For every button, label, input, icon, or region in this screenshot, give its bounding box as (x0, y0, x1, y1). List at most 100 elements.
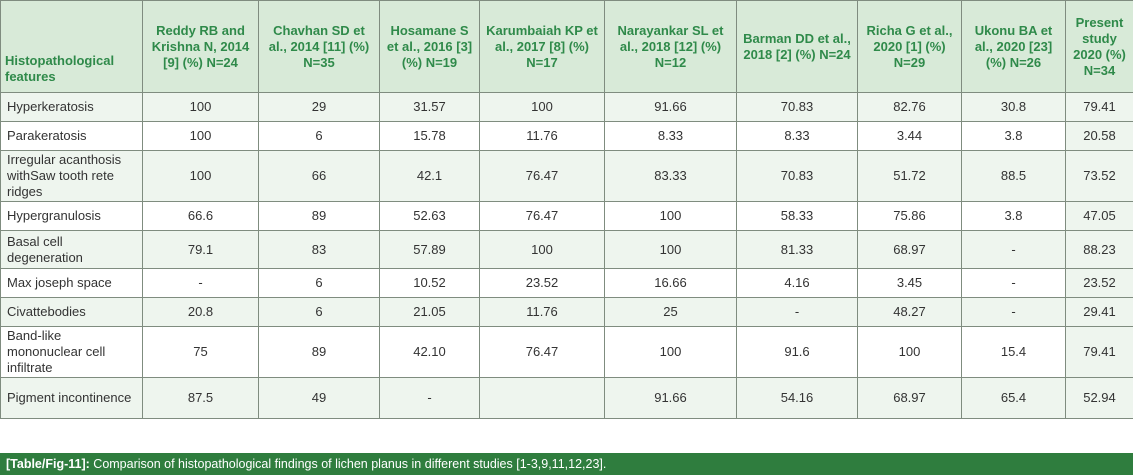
value-cell: 70.83 (736, 150, 858, 202)
value-cell: 100 (142, 121, 259, 151)
value-cell: - (736, 297, 858, 327)
value-cell: 82.76 (857, 92, 962, 122)
table-row: Parakeratosis 100 6 15.78 11.76 8.33 8.33 3.44 3… (0, 121, 1133, 151)
value-cell: 49 (258, 377, 380, 419)
value-cell: 6 (258, 268, 380, 298)
value-cell: 51.72 (857, 150, 962, 202)
value-cell: 16.66 (604, 268, 737, 298)
table-row: Irregular acanthosis withSaw tooth rete … (0, 150, 1133, 202)
column-header: Hosamane S et al., 2016 [3] (%) N=19 (379, 0, 480, 93)
value-cell: 79.41 (1065, 92, 1133, 122)
value-cell: 8.33 (604, 121, 737, 151)
value-cell: 31.57 (379, 92, 480, 122)
value-cell: 76.47 (479, 201, 605, 231)
value-cell: 100 (604, 230, 737, 269)
value-cell: 79.1 (142, 230, 259, 269)
value-cell: 70.83 (736, 92, 858, 122)
feature-cell: Civattebodies (0, 297, 143, 327)
value-cell: 76.47 (479, 150, 605, 202)
value-cell: 48.27 (857, 297, 962, 327)
value-cell: 52.63 (379, 201, 480, 231)
value-cell: 29 (258, 92, 380, 122)
value-cell: 3.45 (857, 268, 962, 298)
feature-cell: Max joseph space (0, 268, 143, 298)
value-cell: 30.8 (961, 92, 1066, 122)
value-cell: 100 (479, 92, 605, 122)
value-cell: 3.8 (961, 121, 1066, 151)
value-cell: 100 (479, 230, 605, 269)
value-cell: 42.10 (379, 326, 480, 378)
value-cell: 83.33 (604, 150, 737, 202)
value-cell (479, 377, 605, 419)
value-cell: 91.66 (604, 92, 737, 122)
value-cell: 29.41 (1065, 297, 1133, 327)
feature-cell: Band-like mononuclear cell infiltrate (0, 326, 143, 378)
value-cell: 15.4 (961, 326, 1066, 378)
value-cell: 11.76 (479, 297, 605, 327)
value-cell: 87.5 (142, 377, 259, 419)
feature-cell: Parakeratosis (0, 121, 143, 151)
column-header: Ukonu BA et al., 2020 [23] (%) N=26 (961, 0, 1066, 93)
value-cell: 76.47 (479, 326, 605, 378)
value-cell: 3.44 (857, 121, 962, 151)
value-cell: 89 (258, 201, 380, 231)
value-cell: 20.58 (1065, 121, 1133, 151)
value-cell: 75 (142, 326, 259, 378)
value-cell: 81.33 (736, 230, 858, 269)
table-row: Civattebodies 20.8 6 21.05 11.76 25-48.27-29.… (0, 297, 1133, 327)
value-cell: 100 (142, 150, 259, 202)
value-cell: - (961, 230, 1066, 269)
table-row: Band-like mononuclear cell infiltrate 75 8… (0, 326, 1133, 378)
value-cell: 75.86 (857, 201, 962, 231)
header-row: Histopathological features Reddy RB and … (0, 0, 1133, 93)
value-cell: - (142, 268, 259, 298)
table-body: Hyperkeratosis 100 29 31.57 100 91.66 70.83 82.… (0, 92, 1133, 419)
value-cell: 100 (604, 326, 737, 378)
value-cell: 100 (142, 92, 259, 122)
column-header: Richa G et al., 2020 [1] (%) N=29 (857, 0, 962, 93)
value-cell: 100 (857, 326, 962, 378)
value-cell: 68.97 (857, 230, 962, 269)
column-header: Chavhan SD et al., 2014 [11] (%) N=35 (258, 0, 380, 93)
value-cell: 65.4 (961, 377, 1066, 419)
value-cell: 91.66 (604, 377, 737, 419)
value-cell: 15.78 (379, 121, 480, 151)
value-cell: 100 (604, 201, 737, 231)
table-row: Hypergranulosis 66.6 89 52.63 76.47 100 58.33 7… (0, 201, 1133, 231)
value-cell: 52.94 (1065, 377, 1133, 419)
column-header: Histopathological features (0, 0, 143, 93)
value-cell: 20.8 (142, 297, 259, 327)
caption-text: Comparison of histopathological findings… (89, 457, 607, 471)
feature-cell: Hypergranulosis (0, 201, 143, 231)
value-cell: 6 (258, 297, 380, 327)
value-cell: 89 (258, 326, 380, 378)
feature-cell: Pigment incontinence (0, 377, 143, 419)
value-cell: 21.05 (379, 297, 480, 327)
feature-cell: Hyperkeratosis (0, 92, 143, 122)
caption-label: [Table/Fig-11]: (6, 457, 90, 471)
value-cell: - (961, 268, 1066, 298)
column-header: Barman DD et al., 2018 [2] (%) N=24 (736, 0, 858, 93)
value-cell: - (379, 377, 480, 419)
table-row: Hyperkeratosis 100 29 31.57 100 91.66 70.83 82.… (0, 92, 1133, 122)
value-cell: 8.33 (736, 121, 858, 151)
table-row: Basal cell degeneration 79.1 83 57.89 100 100… (0, 230, 1133, 269)
column-header: Reddy RB and Krishna N, 2014 [9] (%) N=2… (142, 0, 259, 93)
comparison-table: Histopathological features Reddy RB and … (0, 0, 1133, 419)
value-cell: 68.97 (857, 377, 962, 419)
value-cell: 10.52 (379, 268, 480, 298)
table-row: Max joseph space -6 10.52 23.52 16.66 4.16 3.4… (0, 268, 1133, 298)
column-header: Karumbaiah KP et al., 2017 [8] (%) N=17 (479, 0, 605, 93)
value-cell: 66.6 (142, 201, 259, 231)
value-cell: 4.16 (736, 268, 858, 298)
value-cell: 88.5 (961, 150, 1066, 202)
value-cell: 83 (258, 230, 380, 269)
value-cell: 47.05 (1065, 201, 1133, 231)
value-cell: 79.41 (1065, 326, 1133, 378)
value-cell: 57.89 (379, 230, 480, 269)
value-cell: 6 (258, 121, 380, 151)
table-caption: [Table/Fig-11]: Comparison of histopatho… (0, 453, 1133, 475)
value-cell: 91.6 (736, 326, 858, 378)
value-cell: 23.52 (479, 268, 605, 298)
value-cell: 88.23 (1065, 230, 1133, 269)
